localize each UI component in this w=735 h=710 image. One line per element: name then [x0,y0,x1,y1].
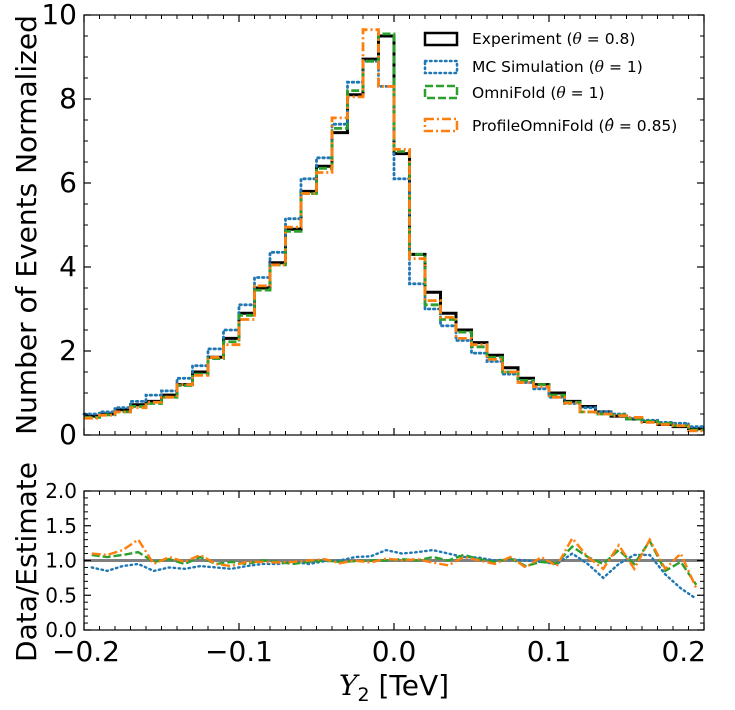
main-y-tick-label: 10 [41,0,77,31]
legend-item-profileomnifold: ProfileOmniFold (θ̂ = 0.85) [423,117,677,135]
main-y-tick-label: 0 [59,418,77,451]
main-y-tick-label: 8 [59,82,77,115]
x-tick-label: −0.1 [205,635,273,668]
ratio-series-mc-line [90,548,698,600]
ratio-y-tick-label: 2.0 [45,479,77,503]
ratio-y-axis-label: Data/Estimate [10,462,43,662]
ratio-y-tick-label: 1.5 [45,514,77,538]
ratio-y-tick-label: 0.0 [45,618,77,642]
ratio-panel: 0.0 0.5 1.0 1.5 2.0 −0.2 −0.1 0.0 0.1 0.2 Data/Es… [10,462,706,706]
legend: Experiment (θ = 0.8) MC Simulation (θ = … [423,30,677,135]
ratio-y-tick-label: 0.5 [45,583,77,607]
main-y-tick-label: 4 [59,250,77,283]
main-series-group [82,28,706,433]
x-tick-label: 0.1 [527,635,572,668]
main-y-tick-label: 6 [59,166,77,199]
x-axis-label: Y2 [TeV] [339,669,449,706]
legend-label-experiment: Experiment (θ = 0.8) [472,30,635,48]
x-tick-label: 0.2 [661,635,706,668]
legend-swatch-profileomnifold [423,117,459,133]
legend-item-omnifold: OmniFold (θ = 1) [423,84,605,102]
x-tick-label: −0.2 [52,635,120,668]
main-y-tick-label: 2 [59,334,77,367]
ratio-series-profileomnifold-line [91,536,698,589]
ratio-series-group [90,536,698,600]
legend-item-mc-simulation: MC Simulation (θ = 1) [423,58,643,76]
main-histogram-panel: 0 2 4 6 8 10 Number of Events Normalized [10,0,706,451]
legend-swatch-mc-simulation [423,59,459,75]
legend-label-mc-simulation: MC Simulation (θ = 1) [472,58,643,76]
main-ticks-group: 0 2 4 6 8 10 [41,0,705,451]
legend-swatch-experiment [423,31,459,47]
legend-swatch-omnifold [423,84,459,100]
ratio-ticks-group: 0.0 0.5 1.0 1.5 2.0 −0.2 −0.1 0.0 0.1 0.2 [45,479,706,668]
series-profileomnifold-step-line [84,28,704,433]
legend-label-profileomnifold: ProfileOmniFold (θ̂ = 0.85) [472,117,677,135]
main-y-axis-label: Number of Events Normalized [10,15,43,435]
legend-item-experiment: Experiment (θ = 0.8) [423,30,635,48]
legend-label-omnifold: OmniFold (θ = 1) [472,84,605,102]
x-tick-label: 0.0 [372,635,417,668]
ratio-y-tick-label: 1.0 [45,549,77,573]
